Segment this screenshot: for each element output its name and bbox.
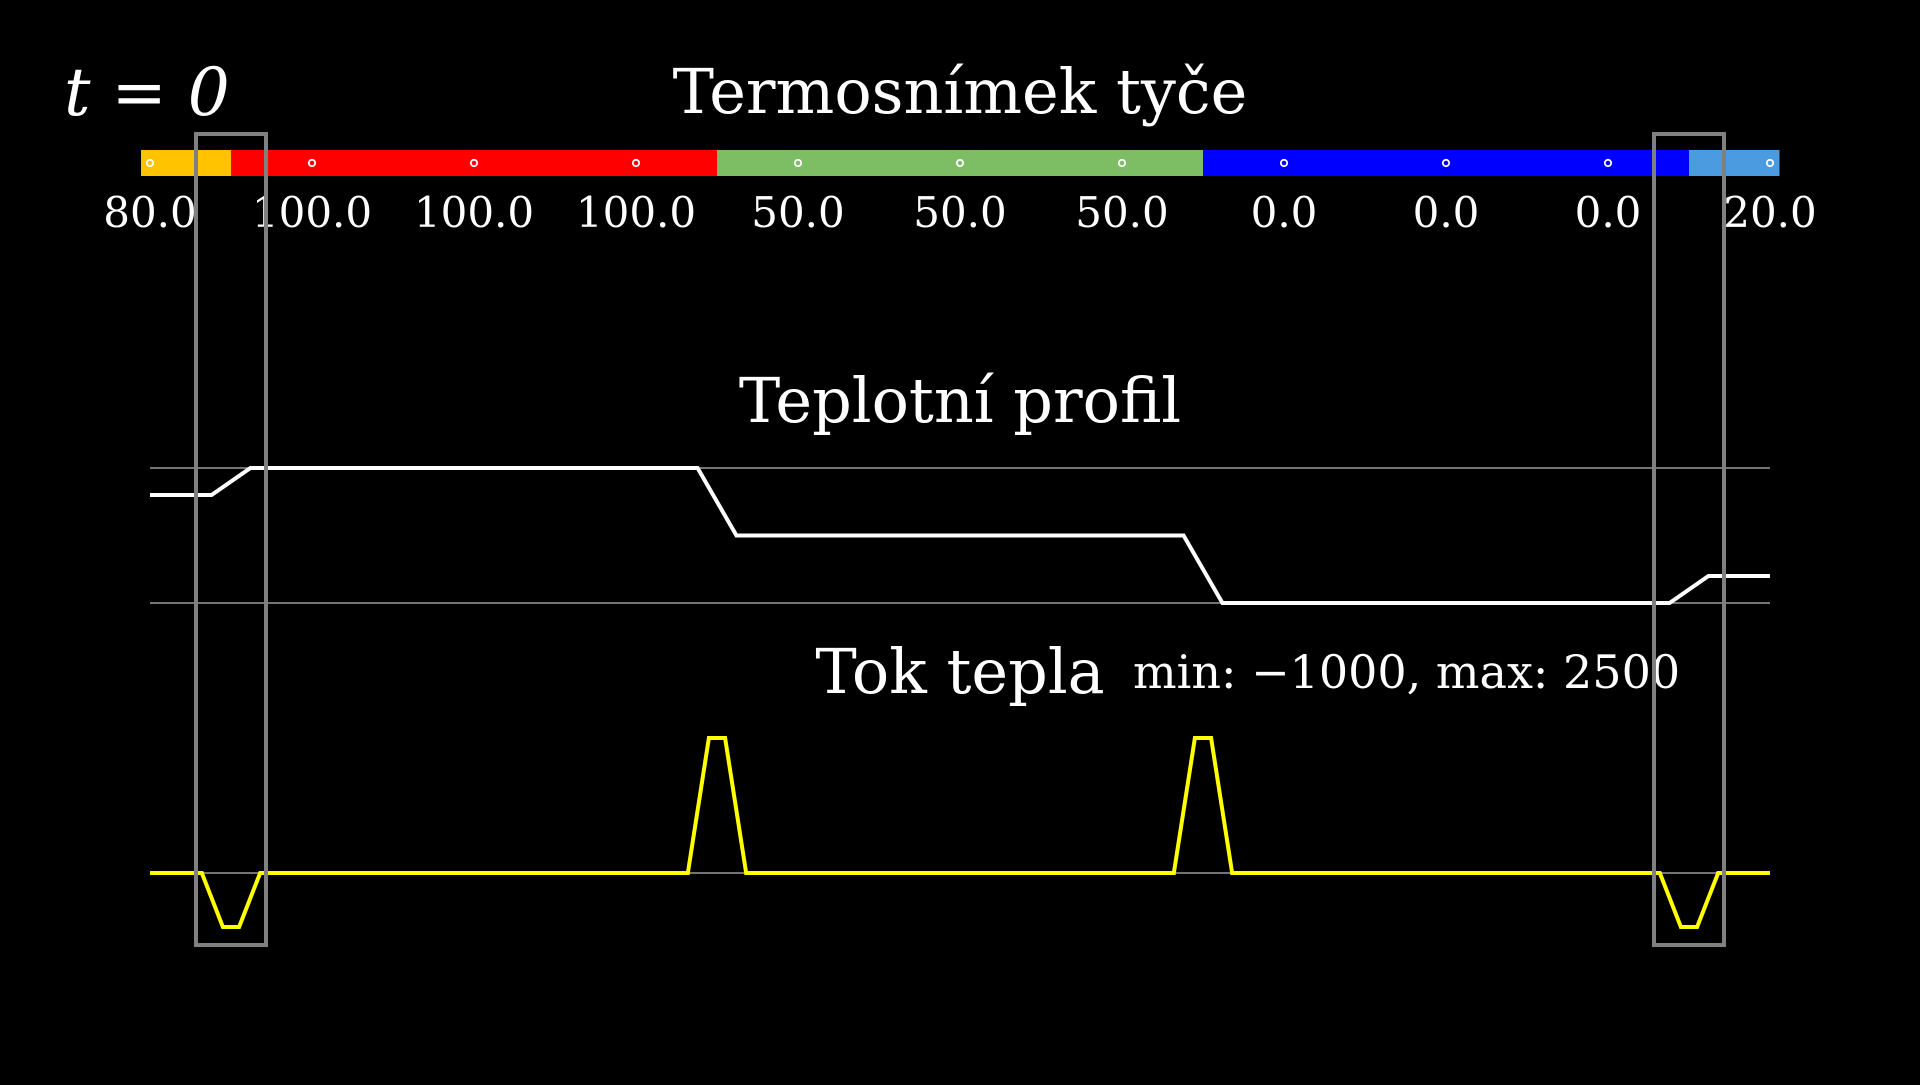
thermal-cell-0 <box>141 150 232 176</box>
cell-value-label: 50.0 <box>751 188 845 237</box>
sample-point-1 <box>307 158 317 168</box>
sample-point-0 <box>145 158 155 168</box>
cell-value-label: 20.0 <box>1723 188 1817 237</box>
cell-value-label: 0.0 <box>1413 188 1480 237</box>
thermal-cell-7 <box>1203 150 1366 176</box>
sample-point-4 <box>793 158 803 168</box>
thermal-cell-9 <box>1527 150 1690 176</box>
cell-value-label: 100.0 <box>414 188 534 237</box>
sample-point-6 <box>1117 158 1127 168</box>
sample-point-3 <box>631 158 641 168</box>
cell-value-label: 50.0 <box>913 188 1007 237</box>
thermal-cell-1 <box>231 150 394 176</box>
thermal-cell-2 <box>393 150 556 176</box>
sample-point-2 <box>469 158 479 168</box>
highlight-box-0 <box>194 132 268 947</box>
sample-point-10 <box>1765 158 1775 168</box>
time-label: t = 0 <box>64 54 230 131</box>
sample-point-8 <box>1441 158 1451 168</box>
cell-value-label: 0.0 <box>1575 188 1642 237</box>
temperature-profile-title: Teplotní profil <box>739 364 1181 437</box>
thermal-cell-10 <box>1689 150 1780 176</box>
highlight-boxes <box>194 132 1726 947</box>
thermal-bar <box>141 150 1780 176</box>
cell-value-label: 100.0 <box>252 188 372 237</box>
cell-value-label: 50.0 <box>1075 188 1169 237</box>
sample-point-7 <box>1279 158 1289 168</box>
sample-point-9 <box>1603 158 1613 168</box>
heat-flux-line <box>150 736 1770 929</box>
thermal-cell-8 <box>1365 150 1528 176</box>
cell-value-label: 0.0 <box>1251 188 1318 237</box>
heat-flux-graph <box>150 736 1770 929</box>
cell-labels: 80.0 100.0 100.0 100.0 50.0 50.0 50.0 0.0 0.0 0.0… <box>103 188 1817 237</box>
thermal-cell-4 <box>717 150 880 176</box>
sample-point-5 <box>955 158 965 168</box>
temperature-profile <box>150 466 1770 605</box>
thermal-cell-5 <box>879 150 1042 176</box>
thermal-cell-3 <box>555 150 718 176</box>
heat-flux-minmax-label: min: −1000, max: 2500 <box>1133 645 1680 699</box>
cell-value-label: 100.0 <box>576 188 696 237</box>
thermal-image-title: Termosnímek tyče <box>673 55 1248 128</box>
thermal-cell-6 <box>1041 150 1204 176</box>
highlight-box-1 <box>1652 132 1726 947</box>
heat-flux-title: Tok tepla <box>815 635 1104 708</box>
temperature-line <box>150 466 1770 605</box>
cell-value-label: 80.0 <box>103 188 197 237</box>
